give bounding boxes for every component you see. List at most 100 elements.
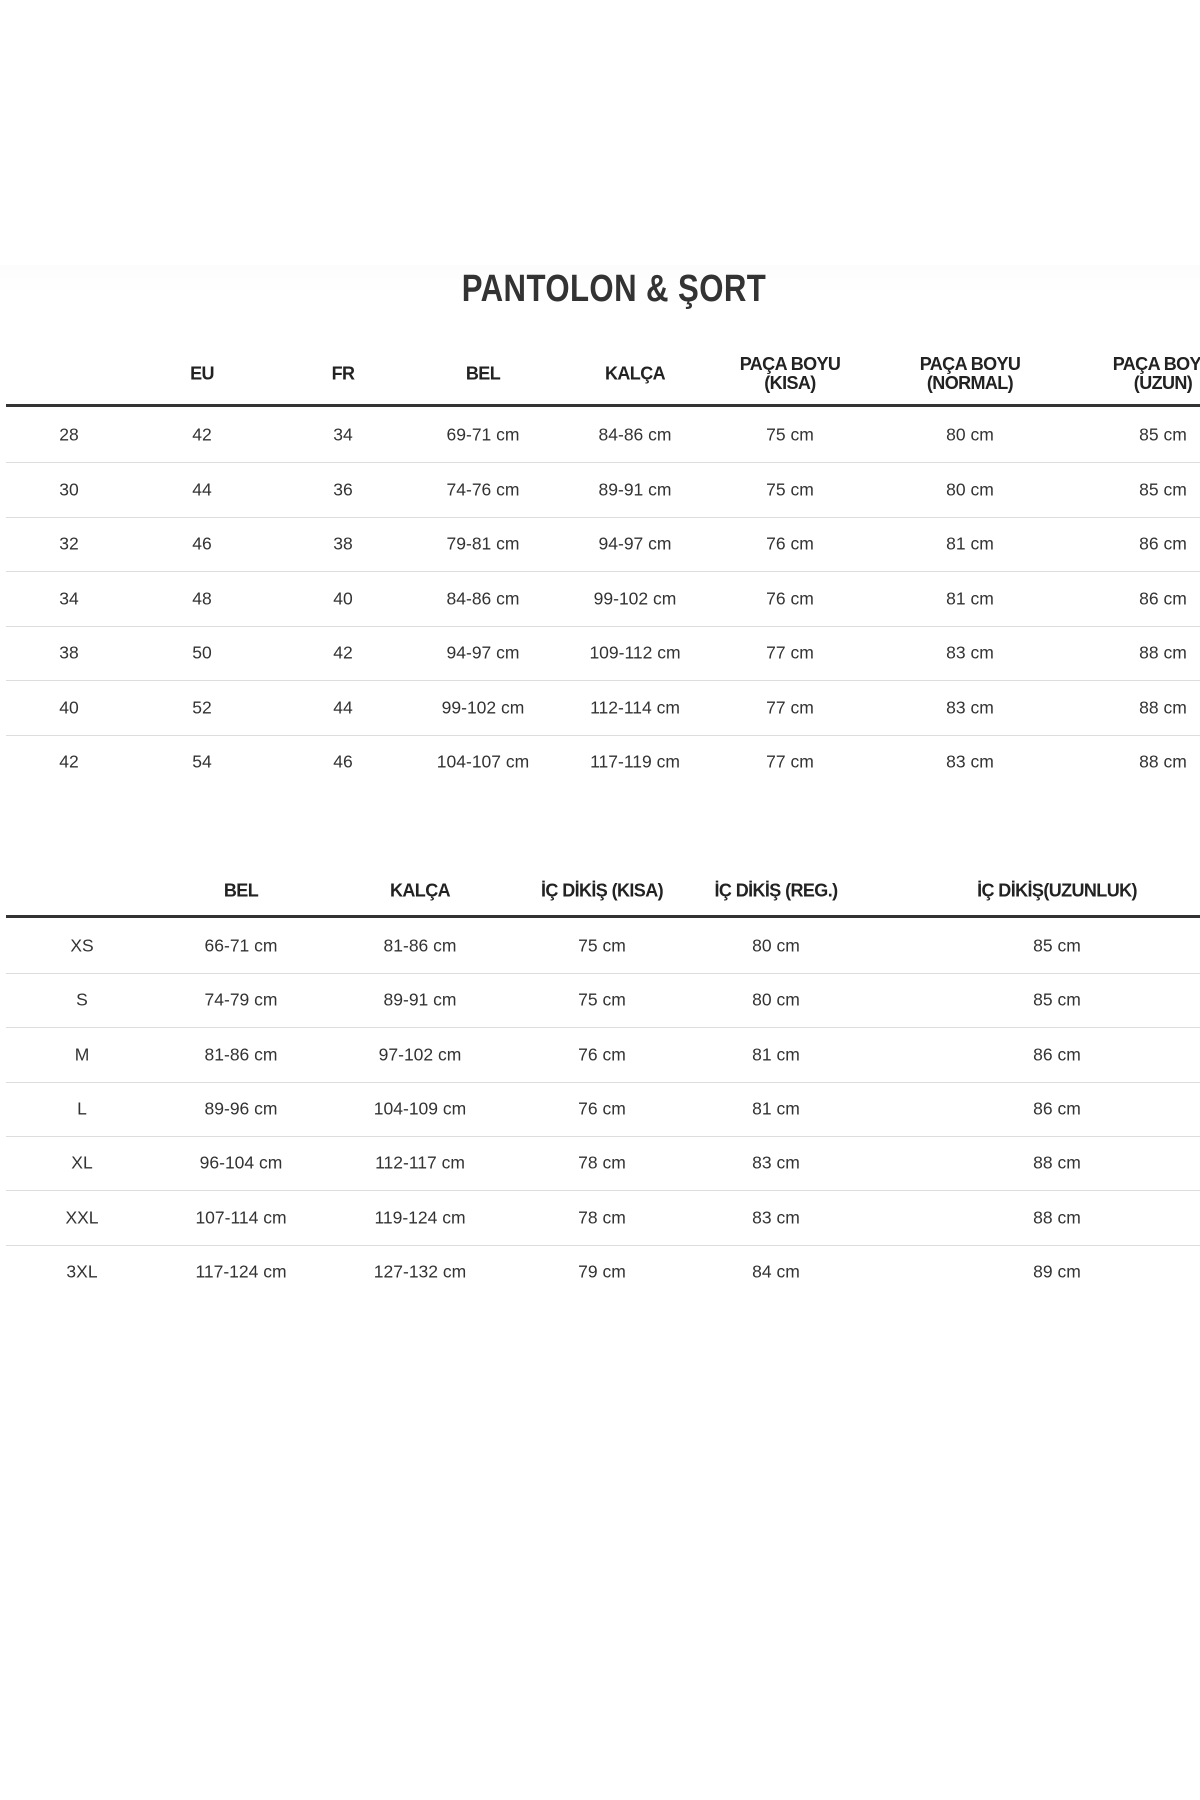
table-cell: 75 cm <box>578 935 626 956</box>
row-size-label: 3XL <box>66 1261 98 1282</box>
table-cell: 81-86 cm <box>383 935 457 956</box>
table-cell: 75 cm <box>766 424 814 445</box>
table-cell: 112-117 cm <box>375 1152 465 1173</box>
table-cell: 46 <box>192 533 212 554</box>
table-cell: 34 <box>333 424 353 445</box>
column-header: KALÇA <box>605 363 666 384</box>
column-header: İÇ DİKİŞ (KISA) <box>540 880 664 901</box>
row-size-label: 28 <box>59 424 79 445</box>
table-cell: 77 cm <box>766 642 814 663</box>
table-cell: 86 cm <box>1033 1044 1081 1065</box>
row-size-label: S <box>76 989 88 1010</box>
row-size-label: 32 <box>59 533 79 554</box>
header-divider <box>6 404 1200 407</box>
table-cell: 48 <box>192 588 212 608</box>
table-cell: 83 cm <box>946 642 994 663</box>
row-divider <box>6 1027 1200 1029</box>
row-divider <box>6 625 1200 627</box>
table-cell: 112-114 cm <box>590 697 680 717</box>
table-cell: 81 cm <box>752 1098 800 1119</box>
row-size-label: 34 <box>59 588 79 608</box>
table-cell: 78 cm <box>578 1152 626 1173</box>
table-cell: 119-124 cm <box>374 1207 466 1227</box>
row-divider <box>6 1136 1200 1138</box>
row-size-label: XS <box>70 935 94 956</box>
table-cell: 83 cm <box>946 697 994 717</box>
row-divider <box>6 973 1200 975</box>
table-cell: 83 cm <box>946 751 994 772</box>
page-title: PANTOLON & ŞORT <box>461 268 767 310</box>
table-cell: 69-71 cm <box>446 424 520 445</box>
table-cell: 117-124 cm <box>195 1261 287 1282</box>
row-size-label: XXL <box>65 1207 99 1227</box>
table-cell: 127-132 cm <box>373 1261 467 1282</box>
header-divider <box>6 915 1200 918</box>
table-cell: 38 <box>333 533 353 554</box>
table-cell: 117-119 cm <box>590 751 680 772</box>
table-cell: 83 cm <box>752 1152 800 1173</box>
table-cell: 84 cm <box>752 1261 800 1282</box>
table-cell: 79-81 cm <box>446 533 520 554</box>
table-cell: 88 cm <box>1139 697 1187 717</box>
table-cell: 77 cm <box>766 751 814 772</box>
table-cell: 84-86 cm <box>446 588 520 608</box>
table-cell: 54 <box>192 751 212 772</box>
column-header: PAÇA BOYU (UZUN) <box>1112 354 1200 393</box>
column-header: İÇ DİKİŞ (REG.) <box>714 880 838 901</box>
table-cell: 74-79 cm <box>204 989 278 1010</box>
table-cell: 36 <box>333 479 353 499</box>
table-cell: 80 cm <box>946 479 994 499</box>
column-header: İÇ DİKİŞ(UZUNLUK) <box>977 880 1137 901</box>
table-cell: 52 <box>192 697 212 717</box>
row-divider <box>6 1081 1200 1083</box>
table-cell: 88 cm <box>1033 1152 1081 1173</box>
table-cell: 78 cm <box>578 1207 626 1227</box>
table-cell: 66-71 cm <box>204 935 278 956</box>
table-cell: 96-104 cm <box>199 1152 283 1173</box>
table-cell: 76 cm <box>578 1098 626 1119</box>
table-cell: 104-107 cm <box>436 751 530 772</box>
row-size-label: 38 <box>59 642 79 663</box>
table-cell: 76 cm <box>766 533 814 554</box>
table-cell: 81 cm <box>946 533 994 554</box>
table-cell: 44 <box>333 697 353 717</box>
table-cell: 76 cm <box>766 588 814 608</box>
table-cell: 89 cm <box>1033 1261 1081 1282</box>
table-cell: 85 cm <box>1139 424 1187 445</box>
table-cell: 94-97 cm <box>598 533 672 554</box>
table-cell: 97-102 cm <box>378 1044 462 1065</box>
table-cell: 88 cm <box>1033 1207 1081 1227</box>
row-size-label: 30 <box>59 479 79 499</box>
table-cell: 86 cm <box>1139 533 1187 554</box>
table-cell: 84-86 cm <box>598 424 672 445</box>
table-cell: 80 cm <box>752 989 800 1010</box>
table-cell: 80 cm <box>946 424 994 445</box>
table-cell: 88 cm <box>1139 642 1187 663</box>
column-header: KALÇA <box>390 880 451 901</box>
row-size-label: 42 <box>59 751 79 772</box>
row-size-label: 40 <box>59 697 79 717</box>
column-header: BEL <box>465 363 501 384</box>
column-header: PAÇA BOYU (KISA) <box>739 354 841 393</box>
table-cell: 74-76 cm <box>446 479 520 499</box>
table-cell: 99-102 cm <box>593 588 677 608</box>
table-cell: 42 <box>192 424 212 445</box>
row-size-label: M <box>74 1044 90 1065</box>
table-cell: 79 cm <box>578 1261 626 1282</box>
table-cell: 80 cm <box>752 935 800 956</box>
table-cell: 99-102 cm <box>441 697 525 717</box>
table-cell: 77 cm <box>766 697 814 717</box>
table-cell: 86 cm <box>1139 588 1187 608</box>
table-cell: 81 cm <box>752 1044 800 1065</box>
table-cell: 85 cm <box>1033 935 1081 956</box>
column-header: PAÇA BOYU (NORMAL) <box>919 354 1021 393</box>
table-cell: 104-109 cm <box>373 1098 467 1119</box>
row-divider <box>6 1244 1200 1246</box>
row-divider <box>6 462 1200 464</box>
background-band <box>0 265 1200 1325</box>
table-cell: 44 <box>192 479 212 499</box>
table-cell: 83 cm <box>752 1207 800 1227</box>
row-divider <box>6 734 1200 736</box>
column-header: BEL <box>223 880 259 901</box>
table-cell: 85 cm <box>1033 989 1081 1010</box>
